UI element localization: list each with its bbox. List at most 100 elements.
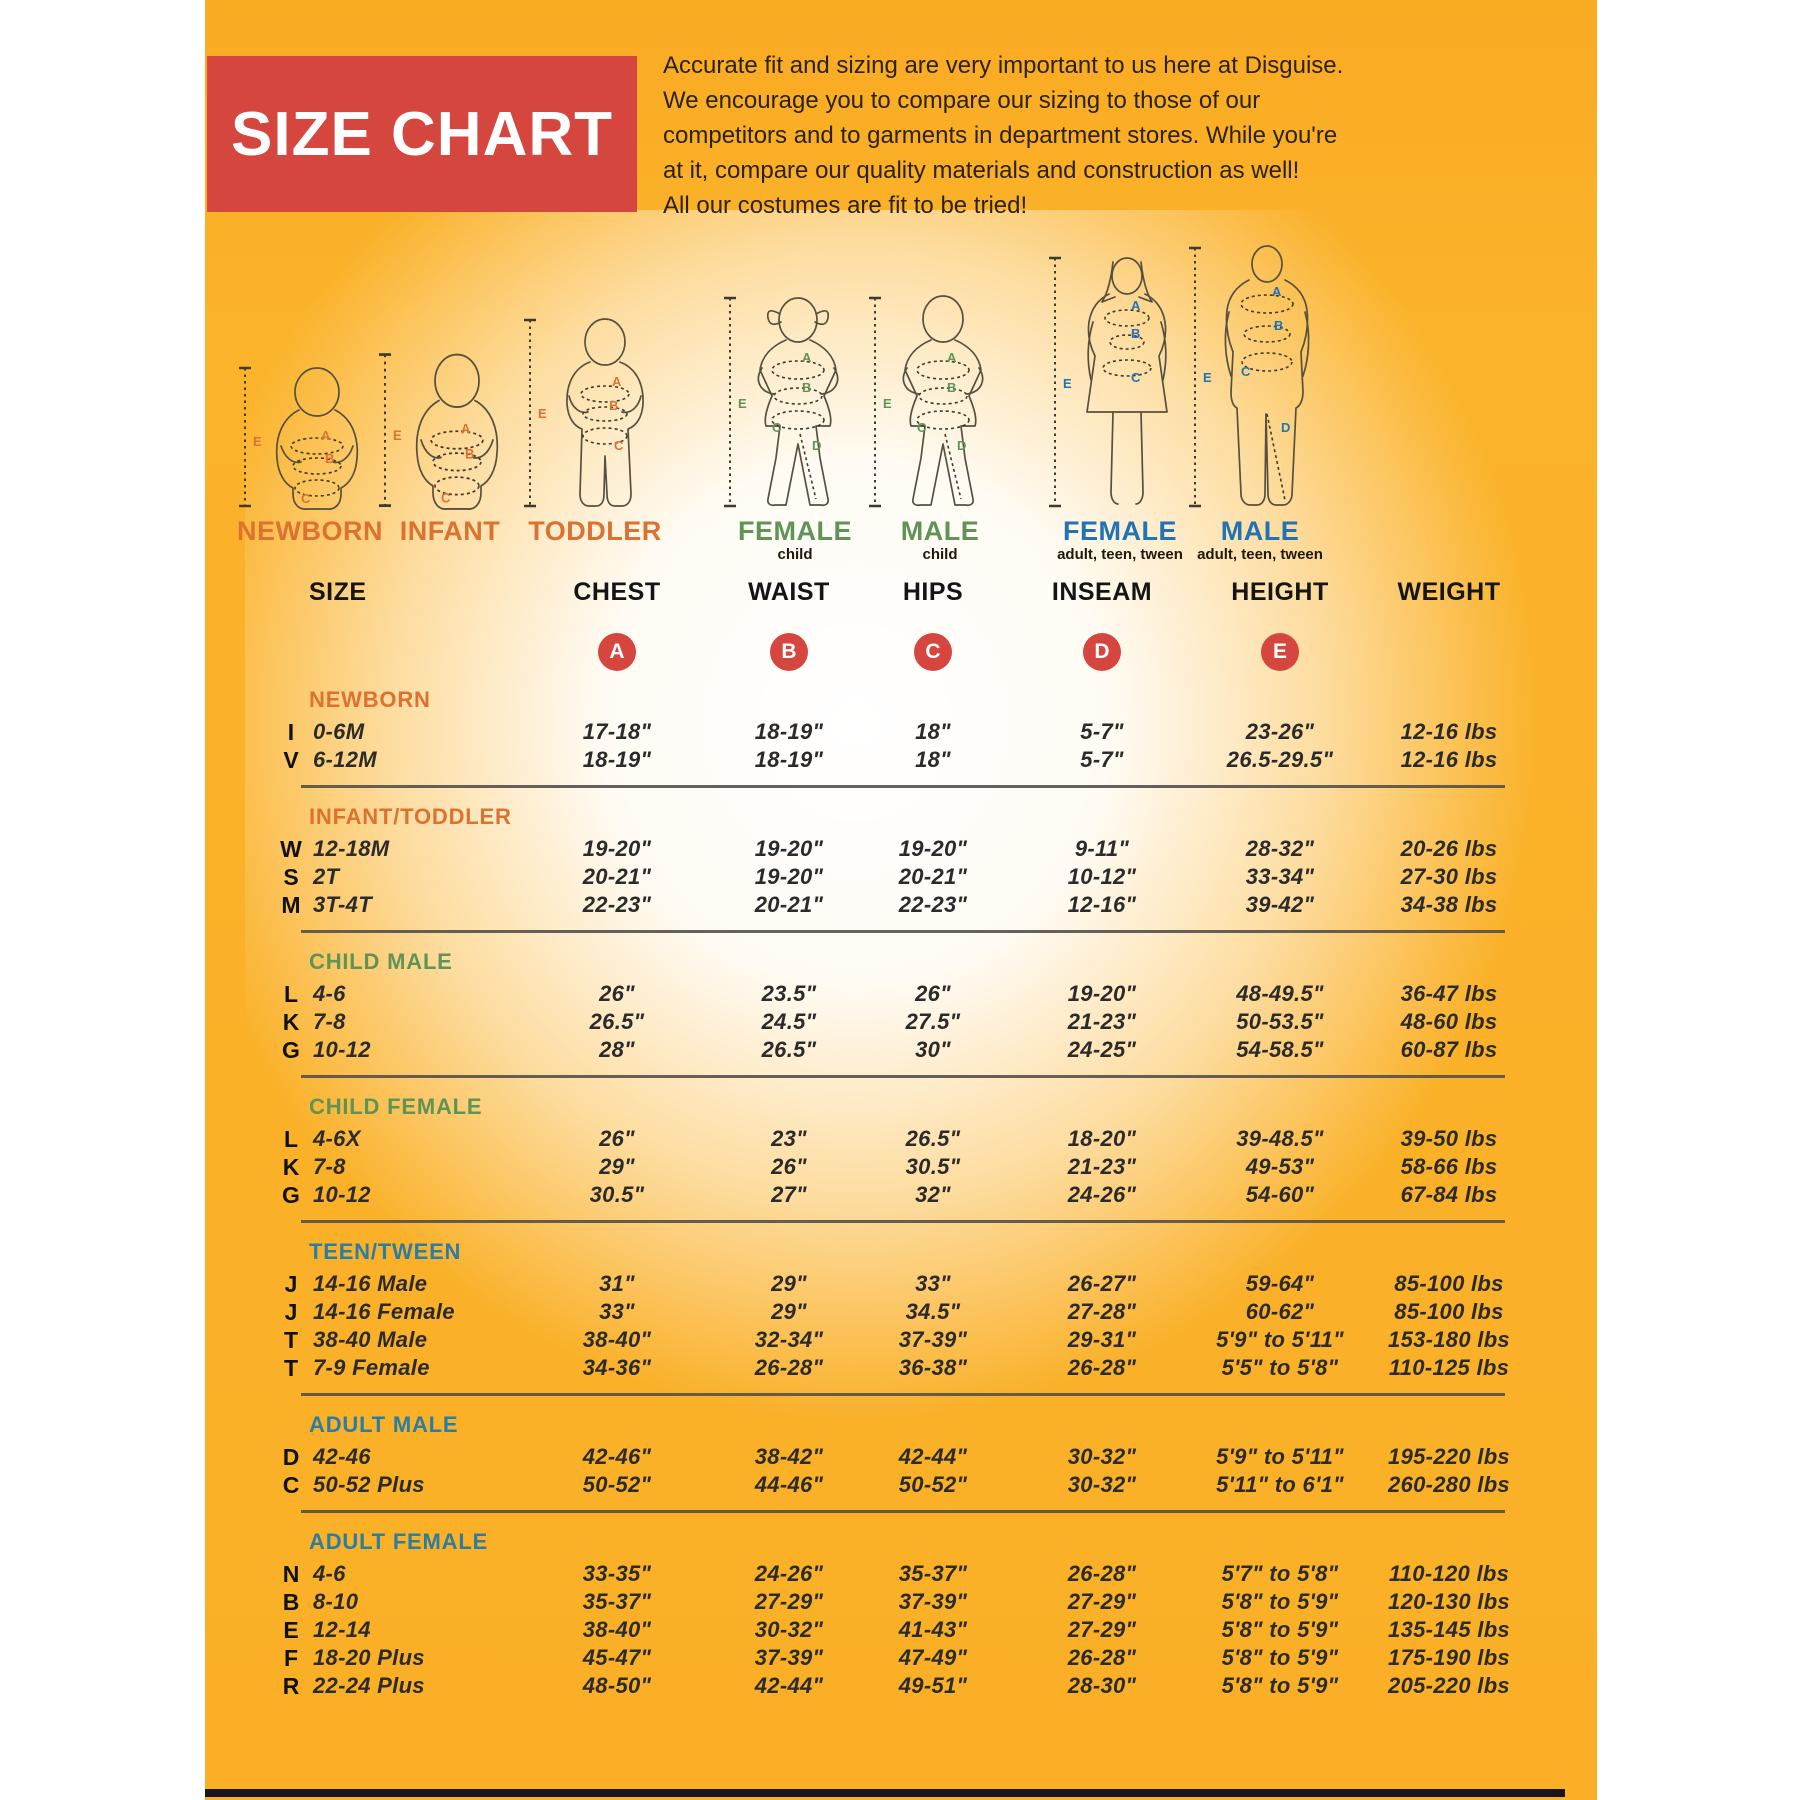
height-measure-line: E: [379, 353, 402, 507]
table-cell: 19-20": [754, 864, 824, 889]
table-cell: 27.5": [905, 1009, 961, 1034]
table-cell: 22-24 Plus: [313, 1673, 425, 1698]
table-cell: 27-30 lbs: [1400, 864, 1498, 889]
table-cell: 27": [771, 1182, 807, 1207]
table-cell: 12-16 lbs: [1400, 747, 1498, 772]
table-cell: 20-26 lbs: [1400, 836, 1498, 861]
measure-letter: E: [393, 427, 402, 443]
column-header-height: HEIGHT: [1231, 578, 1329, 606]
table-cell: 39-48.5": [1236, 1126, 1324, 1151]
table-cell: 29": [771, 1299, 807, 1324]
table-cell: 110-125 lbs: [1388, 1355, 1510, 1380]
table-cell: 60-87 lbs: [1400, 1037, 1498, 1062]
table-cell: 29-31": [1067, 1327, 1137, 1352]
measure-letter: A: [1131, 298, 1141, 313]
table-cell: 175-190 lbs: [1388, 1645, 1510, 1670]
measure-letter: B: [1274, 318, 1283, 333]
column-header-waist: WAIST: [748, 578, 830, 606]
table-cell: R: [282, 1672, 300, 1699]
table-cell: 28": [599, 1037, 635, 1062]
table-cell: 42-46: [313, 1444, 371, 1469]
table-cell: 41-43": [898, 1617, 968, 1642]
figure-sublabel-male-child: child: [922, 546, 958, 563]
measure-letter: C: [1131, 370, 1141, 385]
table-cell: F: [283, 1644, 299, 1671]
figure-label-female-adult: FEMALE: [1063, 516, 1177, 546]
table-cell: 28-30": [1067, 1673, 1137, 1698]
measure-letter: A: [461, 421, 471, 437]
measure-letter-badge-b: B: [770, 633, 808, 671]
table-cell: 35-37": [582, 1589, 652, 1614]
table-cell: 33-34": [1245, 864, 1315, 889]
table-cell: 48-60 lbs: [1400, 1009, 1498, 1034]
table-cell: L: [283, 980, 299, 1007]
measure-letter: C: [614, 438, 624, 453]
section-divider: [301, 1510, 1505, 1513]
table-cell: K: [282, 1008, 300, 1035]
table-cell: 37-39": [898, 1327, 968, 1352]
table-cell: 5-7": [1080, 747, 1124, 772]
size-table: SIZE CHEST WAIST HIPS INSEAM HEIGHT WEIG…: [273, 578, 1529, 1700]
table-cell: 32-34": [754, 1327, 824, 1352]
table-cell: 26.5": [761, 1037, 817, 1062]
table-cell: 30": [915, 1037, 951, 1062]
table-cell: 44-46": [754, 1472, 824, 1497]
measure-letter-badge-a: A: [598, 633, 636, 671]
table-cell: 38-40": [582, 1617, 652, 1642]
table-cell: 38-40 Male: [313, 1327, 428, 1352]
figure-child-female-illustration: E A B C D: [720, 292, 870, 510]
table-cell: 10-12: [313, 1182, 371, 1207]
table-cell: 12-16": [1067, 892, 1137, 917]
table-row: G 10-12 30.5" 27" 32" 24-26" 54-60" 67-84 lbs: [273, 1181, 1529, 1209]
table-cell: 27-29": [1067, 1617, 1137, 1642]
measure-letter: A: [321, 428, 331, 443]
table-cell: N: [282, 1560, 300, 1587]
table-cell: 31": [599, 1271, 635, 1296]
table-cell: G: [282, 1036, 300, 1063]
section-header: ADULT FEMALE: [309, 1529, 489, 1554]
measure-letter: C: [917, 420, 927, 435]
table-cell: 6-12M: [313, 747, 377, 772]
table-row: I 0-6M 17-18" 18-19" 18" 5-7" 23-26" 12-16 lbs: [273, 718, 1529, 746]
measure-letter: E: [253, 434, 262, 449]
figure-sublabel-male-adult: adult, teen, tween: [1197, 546, 1323, 563]
table-cell: 26.5-29.5": [1226, 747, 1334, 772]
table-row: J 14-16 Male 31" 29" 33" 26-27" 59-64" 85-100 l…: [273, 1270, 1529, 1298]
measure-letter: C: [1241, 364, 1251, 379]
table-cell: 12-18M: [313, 836, 390, 861]
table-cell: 34.5": [905, 1299, 961, 1324]
column-header-hips: HIPS: [902, 578, 964, 606]
measure-letter: D: [957, 438, 966, 453]
column-header-chest: CHEST: [573, 578, 661, 606]
measure-letter: E: [1063, 376, 1072, 391]
table-cell: 20-21": [898, 864, 968, 889]
table-cell: M: [281, 891, 301, 918]
table-row: K 7-8 29" 26" 30.5" 21-23" 49-53" 58-66 lbs: [273, 1153, 1529, 1181]
table-cell: 21-23": [1067, 1009, 1137, 1034]
table-row: E 12-14 38-40" 30-32" 41-43" 27-29" 5'8" to 5'…: [273, 1616, 1529, 1644]
measure-letter-row: A B C D E: [273, 633, 1529, 671]
table-cell: 39-42": [1245, 892, 1315, 917]
table-cell: 49-53": [1245, 1154, 1315, 1179]
table-cell: 19-20": [1067, 981, 1137, 1006]
table-cell: 26-27": [1067, 1271, 1137, 1296]
figure-adult-female-illustration: E A B C: [1045, 252, 1195, 510]
table-cell: 37-39": [754, 1645, 824, 1670]
table-cell: 195-220 lbs: [1388, 1444, 1510, 1469]
table-row: C 50-52 Plus 50-52" 44-46" 50-52" 30-32" 5'11"…: [273, 1471, 1529, 1499]
table-cell: 0-6M: [313, 719, 365, 744]
height-measure-line: E: [869, 296, 892, 508]
title-banner: SIZE CHART: [207, 56, 637, 212]
table-cell: 50-52": [582, 1472, 652, 1497]
section-header: CHILD MALE: [309, 949, 453, 974]
table-cell: 26": [915, 981, 951, 1006]
figure-label-male-child: MALE: [900, 516, 980, 546]
table-cell: B: [282, 1588, 300, 1615]
table-cell: 30-32": [1067, 1444, 1137, 1469]
table-cell: 36-38": [898, 1355, 968, 1380]
figure-adult-male-illustration: E A B C D: [1185, 242, 1335, 510]
table-cell: 42-44": [754, 1673, 824, 1698]
height-measure-line: E: [524, 318, 547, 508]
table-cell: 5'8" to 5'9": [1221, 1673, 1339, 1698]
table-cell: 5'8" to 5'9": [1221, 1645, 1339, 1670]
